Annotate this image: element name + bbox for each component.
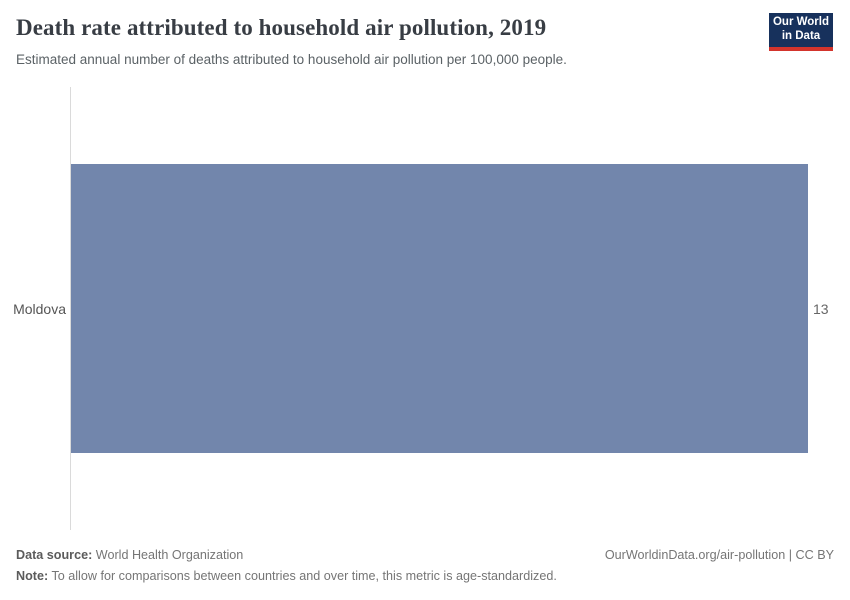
y-axis-line [70, 87, 71, 530]
page-title: Death rate attributed to household air p… [16, 15, 547, 40]
data-source-text: Data source: World Health Organization [16, 548, 243, 562]
owid-logo-line2: in Data [781, 30, 821, 42]
value-label: 13 [813, 301, 829, 317]
owid-logo-line1: Our World [772, 16, 829, 29]
note-label: Note: [16, 569, 49, 583]
owid-logo[interactable]: Our World in Data [769, 13, 833, 51]
license-link[interactable]: OurWorldinData.org/air-pollution | CC BY [604, 548, 834, 562]
bar[interactable] [71, 164, 808, 453]
note-value: To allow for comparisons between countri… [48, 569, 557, 583]
entity-label: Moldova [13, 301, 66, 317]
note-text: Note: To allow for comparisons between c… [16, 569, 557, 583]
data-source-label: Data source: [16, 548, 93, 562]
data-source-value: World Health Organization [92, 548, 244, 562]
chart-subtitle: Estimated annual number of deaths attrib… [16, 52, 567, 67]
plot-area [71, 164, 808, 453]
